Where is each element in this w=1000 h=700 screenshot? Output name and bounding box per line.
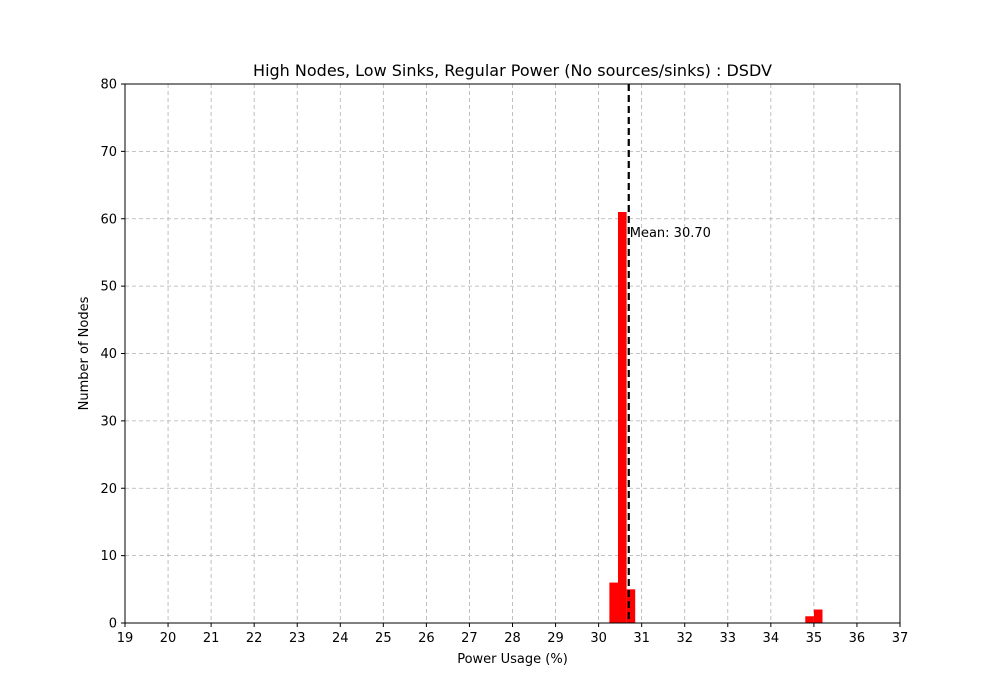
x-tick-label: 36 bbox=[849, 631, 866, 646]
mean-annotation: Mean: 30.70 bbox=[630, 226, 711, 241]
y-axis-label: Number of Nodes bbox=[77, 296, 92, 410]
y-tick-label: 20 bbox=[100, 482, 117, 497]
x-tick-label: 35 bbox=[806, 631, 823, 646]
y-tick-label: 80 bbox=[100, 78, 117, 93]
chart-title: High Nodes, Low Sinks, Regular Power (No… bbox=[253, 61, 772, 80]
y-axis-ticks: 0 10 20 30 40 50 60 70 80 bbox=[100, 78, 125, 632]
x-tick-label: 30 bbox=[590, 631, 607, 646]
x-tick-label: 32 bbox=[676, 631, 693, 646]
histogram-bar bbox=[626, 589, 636, 623]
x-tick-label: 20 bbox=[160, 631, 177, 646]
x-tick-label: 24 bbox=[332, 631, 349, 646]
x-tick-label: 25 bbox=[375, 631, 392, 646]
histogram-bar bbox=[813, 609, 823, 623]
x-tick-label: 27 bbox=[461, 631, 478, 646]
x-tick-label: 33 bbox=[720, 631, 737, 646]
histogram-bar bbox=[609, 582, 618, 623]
histogram-bars bbox=[609, 212, 823, 623]
histogram-bar bbox=[617, 212, 627, 623]
y-tick-label: 10 bbox=[100, 549, 117, 564]
x-tick-label: 28 bbox=[504, 631, 521, 646]
x-tick-label: 19 bbox=[117, 631, 134, 646]
y-tick-label: 60 bbox=[100, 212, 117, 227]
x-tick-label: 22 bbox=[246, 631, 263, 646]
x-tick-label: 26 bbox=[418, 631, 435, 646]
x-tick-label: 29 bbox=[547, 631, 564, 646]
y-tick-label: 70 bbox=[100, 145, 117, 160]
grid-lines bbox=[124, 83, 901, 624]
x-tick-label: 31 bbox=[633, 631, 650, 646]
y-tick-label: 0 bbox=[109, 617, 117, 632]
x-tick-label: 37 bbox=[892, 631, 909, 646]
x-tick-label: 21 bbox=[203, 631, 220, 646]
y-tick-label: 40 bbox=[100, 347, 117, 362]
x-tick-label: 34 bbox=[763, 631, 780, 646]
x-axis-label: Power Usage (%) bbox=[457, 652, 568, 667]
x-tick-label: 23 bbox=[289, 631, 306, 646]
x-axis-ticks: 19 20 21 22 23 24 25 26 27 28 29 30 31 32 33 34 35 36 37 bbox=[117, 623, 909, 646]
histogram-bar bbox=[805, 616, 814, 623]
mean-line-group: Mean: 30.70 bbox=[627, 84, 711, 623]
y-tick-label: 30 bbox=[100, 414, 117, 429]
y-tick-label: 50 bbox=[100, 280, 117, 295]
